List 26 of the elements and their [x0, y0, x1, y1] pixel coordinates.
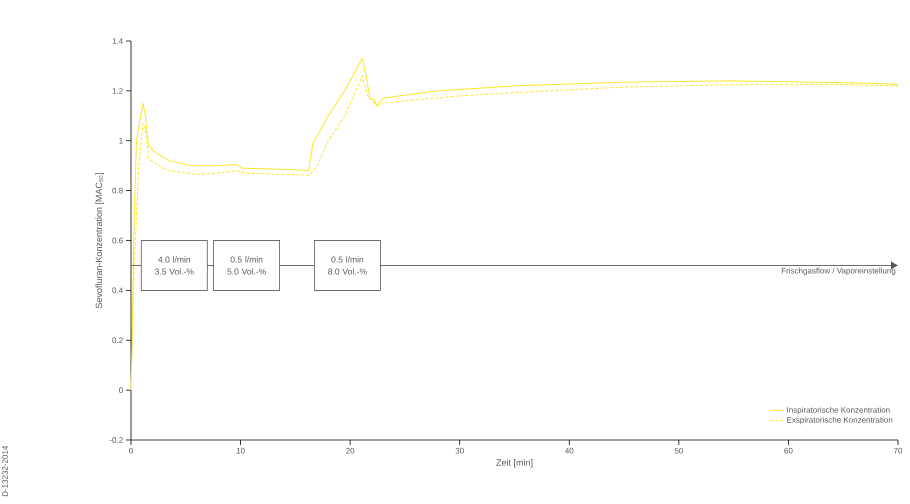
x-tick-label: 70: [894, 448, 902, 454]
legend-label: Exspiratorische Konzentration: [787, 416, 892, 424]
x-tick-label: 20: [346, 448, 354, 454]
text: D-13232-2014: [2, 446, 8, 496]
y-tick-label: 0.8: [112, 188, 123, 194]
x-tick-label: 60: [784, 448, 793, 454]
legend-label: Inspiratorische Konzentration: [787, 406, 890, 414]
x-tick-label: 0: [129, 448, 133, 454]
annotation: 0.5 l/min 8.0 Vol.-%: [328, 256, 367, 275]
y-tick-label: 0.6: [112, 238, 123, 244]
y-tick-label: 0.4: [112, 288, 123, 294]
y-tick-label: 1.2: [112, 88, 123, 94]
y-tick-label: 1: [119, 138, 123, 144]
y-tick-label: -0.2: [110, 437, 123, 443]
y-tick-label: 0.2: [112, 337, 123, 344]
annotation: 0.5 l/min 5.0 Vol.-%: [227, 256, 266, 275]
x-axis-title: Zeit [min]: [496, 459, 532, 468]
ref-line-label: Frischgasflow / Vaporeinstellung: [782, 268, 896, 276]
x-tick-label: 30: [456, 448, 464, 454]
y-tick-label: 0: [119, 387, 123, 393]
y-tick-label: 1.4: [112, 38, 123, 44]
x-tick-label: 40: [565, 448, 574, 454]
x-tick-label: 50: [674, 448, 683, 454]
annotation: 4.0 l/min 3.5 Vol.-%: [155, 256, 194, 275]
x-tick-label: 10: [236, 448, 245, 454]
y-axis-title: Sevofluran-Konzentration [MAC$_{50}$]: [95, 173, 104, 308]
